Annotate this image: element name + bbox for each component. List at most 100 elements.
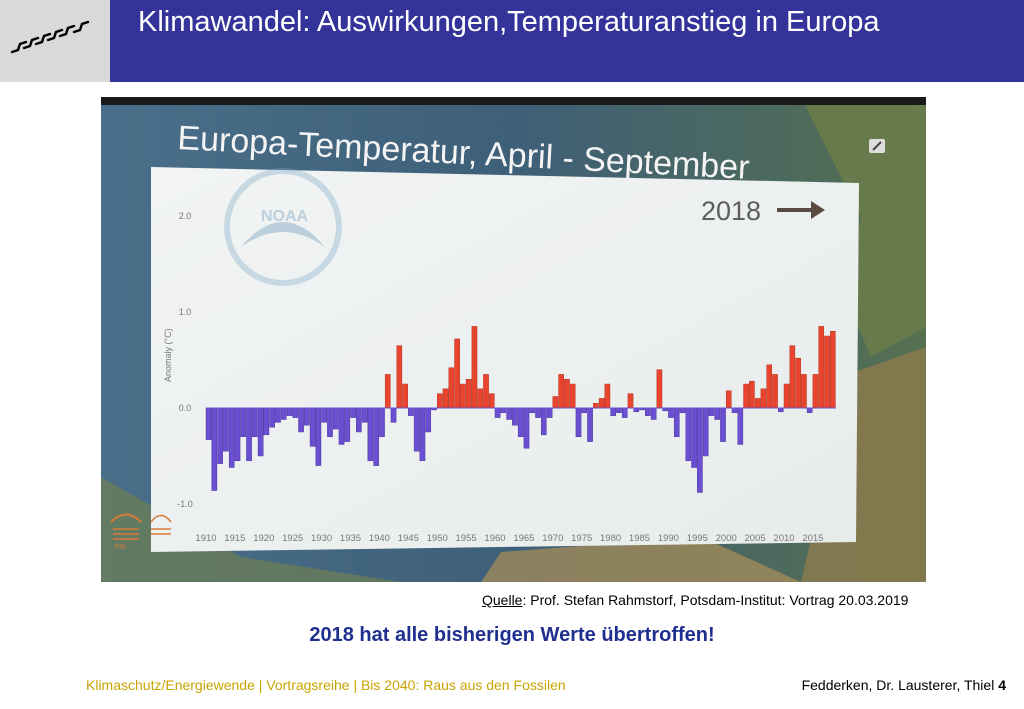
x-tick-label: 1975 [571, 533, 592, 544]
land-shape [481, 537, 801, 582]
land-shape [801, 97, 926, 357]
chart-photo: Europa-Temperatur, April - September NOA… [101, 97, 926, 582]
bar-1922 [275, 407, 281, 423]
bar-2003 [743, 383, 749, 409]
bar-1950 [436, 393, 443, 409]
bar-2001 [731, 407, 738, 414]
bar-1959 [489, 393, 495, 409]
svg-text:NOAA: NOAA [261, 208, 309, 225]
bar-1926 [298, 407, 304, 433]
bar-2012 [795, 357, 801, 409]
bar-1995 [697, 407, 703, 493]
bar-1936 [356, 407, 362, 433]
bar-2002 [737, 407, 744, 445]
x-tick-label: 1995 [687, 533, 708, 544]
bar-1942 [390, 407, 397, 423]
bar-1924 [286, 407, 293, 416]
source-line: Quelle: Prof. Stefan Rahmstorf, Potsdam-… [482, 592, 908, 608]
bar-1978 [598, 398, 605, 409]
noaa-logo: NOAA [224, 168, 342, 286]
x-tick-label: 1930 [311, 533, 332, 544]
bar-1967 [535, 407, 541, 418]
bar-1973 [569, 383, 576, 409]
x-tick-label: 1935 [340, 533, 361, 544]
bar-1932 [332, 407, 339, 430]
bar-2005 [754, 398, 761, 409]
bar-1966 [529, 407, 536, 414]
x-tick-label: 1925 [282, 533, 303, 544]
bar-1929 [315, 407, 322, 466]
bar-1931 [327, 407, 333, 437]
bar-1952 [448, 367, 455, 409]
bar-1917 [246, 407, 252, 461]
bar-1947 [419, 407, 426, 461]
bar-1939 [373, 407, 379, 466]
bar-1940 [379, 407, 385, 437]
bar-2014 [806, 407, 813, 414]
bar-1993 [685, 407, 692, 461]
bar-2013 [801, 374, 807, 409]
logo-panel [0, 0, 110, 82]
pik-label: PIK [115, 544, 127, 551]
y-axis-ticks: 2.0 1.0 0.0 -1.0 [177, 211, 193, 509]
stair-logo-icon [10, 20, 90, 54]
x-tick-label: 2000 [716, 533, 737, 544]
bar-1928 [309, 407, 316, 447]
bar-1956 [471, 326, 478, 409]
headline: 2018 hat alle bisherigen Werte übertroff… [309, 624, 715, 646]
x-tick-label: 1915 [224, 533, 245, 544]
bar-1980 [610, 407, 616, 416]
bar-1944 [402, 383, 408, 409]
bar-1998 [714, 407, 720, 420]
arrow-right-icon [777, 201, 825, 219]
y-tick-label: -1.0 [177, 499, 193, 509]
edit-icon [869, 139, 885, 153]
bar-1937 [361, 407, 368, 423]
x-tick-label: 2015 [802, 533, 823, 544]
land-shape [101, 477, 401, 582]
x-tick-label: 1910 [195, 533, 216, 544]
bar-2017 [824, 335, 830, 409]
bar-1930 [321, 407, 327, 423]
plot-area [151, 167, 859, 552]
bar-2000 [725, 390, 732, 409]
bar-1948 [425, 407, 432, 433]
x-axis-ticks: 1910 1915 1920 1925 1930 1935 1940 1945 1950 1955… [195, 533, 823, 544]
bar-1975 [581, 407, 588, 414]
bar-1969 [546, 407, 553, 418]
x-tick-label: 1920 [253, 533, 274, 544]
chart-photo-svg: Europa-Temperatur, April - September NOA… [101, 97, 926, 582]
y-tick-label: 2.0 [179, 211, 192, 221]
bar-1972 [564, 379, 570, 409]
bar-1943 [396, 345, 403, 409]
y-tick-label: 1.0 [179, 307, 192, 317]
bar-1945 [408, 407, 414, 416]
bar-1961 [500, 407, 507, 414]
x-tick-label: 1970 [542, 533, 563, 544]
bar-1934 [344, 407, 351, 442]
bar-1965 [523, 407, 530, 449]
bar-1977 [593, 403, 599, 409]
bar-1935 [350, 407, 356, 418]
x-tick-label: 2010 [773, 533, 794, 544]
bar-1994 [691, 407, 697, 468]
bar-1986 [645, 407, 651, 416]
bar-1914 [228, 407, 235, 468]
bar-1938 [367, 407, 374, 461]
bar-1990 [668, 407, 674, 418]
bar-1918 [252, 407, 258, 437]
footer-authors: Fedderken, Dr. Lausterer, Thiel [801, 677, 999, 693]
bar-1983 [627, 393, 634, 409]
bar-1982 [621, 407, 628, 418]
bar-1910 [205, 407, 212, 440]
bar-series [205, 326, 836, 493]
bar-1955 [465, 379, 472, 409]
bar-1923 [280, 407, 287, 420]
pik-logo: PIK [110, 513, 172, 551]
page-number: 4 [998, 677, 1006, 693]
bar-2010 [783, 383, 790, 409]
bar-2016 [818, 326, 825, 409]
x-tick-label: 1945 [398, 533, 419, 544]
bar-1912 [217, 407, 223, 464]
bar-2008 [772, 374, 778, 409]
